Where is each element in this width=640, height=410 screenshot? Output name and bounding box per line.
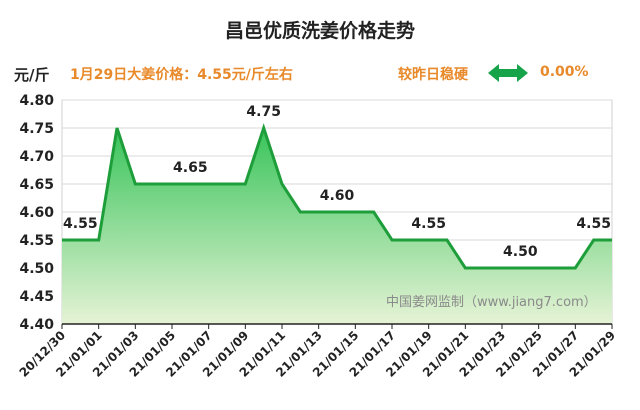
data-label: 4.65: [173, 160, 208, 176]
y-axis-unit: 元/斤: [14, 66, 50, 84]
y-tick-label: 4.50: [19, 261, 54, 277]
y-tick-label: 4.65: [19, 177, 54, 193]
watermark: 中国姜网监制（www.jiang7.com）: [386, 295, 597, 310]
data-label: 4.55: [576, 216, 611, 232]
price-area: [62, 128, 612, 324]
y-tick-label: 4.55: [19, 233, 54, 249]
price-note: 1月29日大姜价格：4.55元/斤左右: [70, 67, 293, 83]
data-label: 4.55: [411, 216, 446, 232]
trend-label: 较昨日稳硬: [398, 67, 468, 83]
data-label: 4.60: [320, 188, 355, 204]
chart-title: 昌邑优质洗姜价格走势: [224, 20, 415, 42]
price-line: [62, 123, 612, 270]
double-arrow-icon: [488, 64, 528, 82]
trend-value: 0.00%: [540, 64, 589, 80]
y-tick-label: 4.80: [19, 93, 54, 109]
y-tick-label: 4.70: [19, 149, 54, 165]
y-tick-label: 4.60: [19, 205, 54, 221]
data-label: 4.55: [63, 216, 98, 232]
data-label: 4.75: [246, 104, 281, 120]
data-label: 4.50: [503, 244, 538, 260]
y-tick-label: 4.45: [19, 289, 54, 305]
y-tick-label: 4.75: [19, 121, 54, 137]
y-tick-label: 4.40: [19, 317, 54, 333]
